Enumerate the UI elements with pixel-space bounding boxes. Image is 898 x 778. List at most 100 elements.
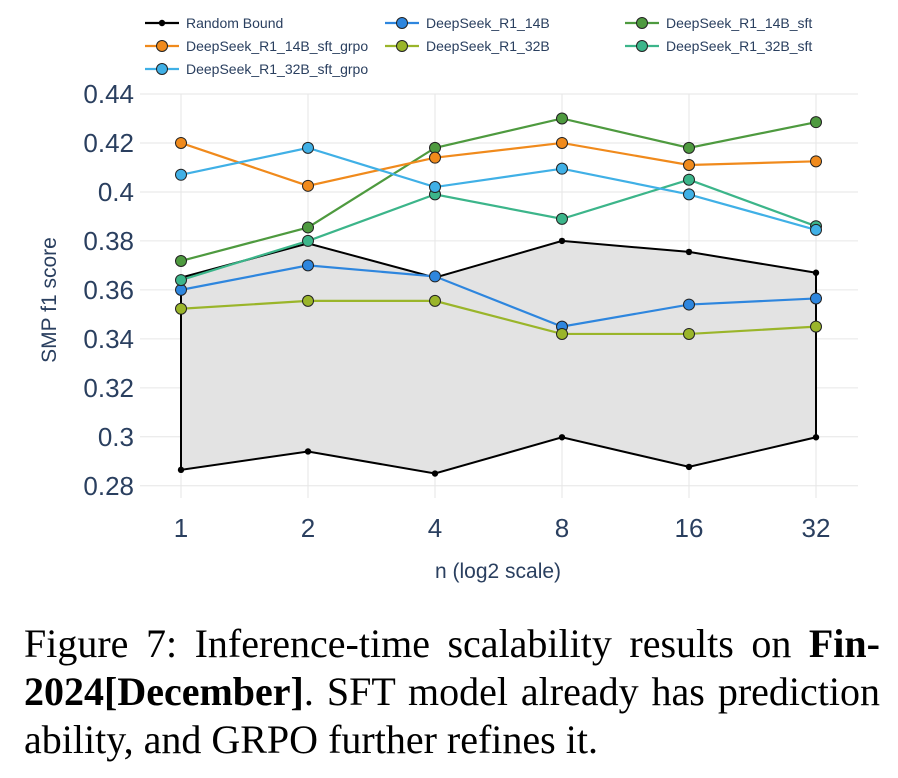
random-bound-upper-point-4	[685, 248, 693, 256]
y-tick-label-6: 0.4	[98, 177, 134, 207]
series-0-point-4	[683, 298, 695, 311]
series-1-point-1	[302, 221, 314, 234]
x-tick-label-4: 16	[675, 513, 704, 543]
series-4-point-0	[175, 274, 187, 287]
series-line-3	[180, 299, 817, 336]
random-bound-area	[180, 239, 817, 475]
series-1-point-4	[683, 141, 695, 154]
series-5-point-0	[175, 168, 187, 181]
caption-prefix: Figure 7: Inference-time scalability res…	[24, 621, 809, 666]
random-bound-lower-point-2	[431, 470, 439, 477]
series-3-point-5	[810, 320, 822, 333]
series-2-point-0	[175, 136, 187, 149]
x-tick-label-3: 8	[555, 513, 569, 543]
legend-swatch-marker-6	[156, 63, 168, 75]
y-tick-label-7: 0.42	[83, 128, 134, 158]
y-axis-title: SMP f1 score	[38, 237, 61, 363]
series-line-1	[180, 117, 817, 263]
y-tick-label-5: 0.38	[83, 226, 134, 256]
series-3-point-3	[556, 327, 568, 340]
series-DeepSeek_R1_14B_sft_grpo	[175, 136, 822, 192]
series-2-point-5	[810, 155, 822, 168]
x-axis-ticks: 1 2 4 8 16 32	[174, 513, 831, 543]
series-4-point-1	[302, 234, 314, 247]
y-tick-label-4: 0.36	[83, 275, 134, 305]
x-axis-title: n (log2 scale)	[435, 560, 561, 583]
y-tick-label-0: 0.28	[83, 471, 134, 501]
series-3-point-1	[302, 294, 314, 307]
series-2-point-3	[556, 136, 568, 149]
series-5-point-5	[810, 223, 822, 236]
series-5-point-3	[556, 162, 568, 175]
legend-swatch-marker-5	[636, 40, 648, 52]
chart-legend: Random Bound DeepSeek_R1_14B DeepSeek_R1_1…	[145, 15, 812, 77]
legend-item-5: DeepSeek_R1_32B_sft	[625, 38, 812, 54]
random-bound-lower-point-4	[685, 463, 693, 471]
series-lines	[175, 112, 822, 340]
legend-swatch-marker-3	[156, 40, 168, 52]
series-5-point-1	[302, 141, 314, 154]
legend-item-2: DeepSeek_R1_14B_sft	[625, 15, 812, 31]
x-tick-label-5: 32	[802, 513, 831, 543]
series-2-point-4	[683, 159, 695, 172]
series-4-point-4	[683, 173, 695, 186]
y-tick-label-3: 0.34	[83, 324, 134, 354]
x-tick-label-0: 1	[174, 513, 188, 543]
series-0-point-5	[810, 292, 822, 305]
random-bound-band	[177, 237, 820, 477]
series-4-point-3	[556, 212, 568, 225]
series-DeepSeek_R1_32B	[175, 294, 822, 340]
y-axis-ticks: 0.28 0.3 0.32 0.34 0.36 0.38 0.4 0.42 0.44	[83, 79, 134, 501]
legend-swatch-marker-1	[396, 17, 408, 29]
y-tick-label-2: 0.32	[83, 373, 134, 403]
series-3-point-4	[683, 327, 695, 340]
legend-swatch-marker-2	[636, 17, 648, 29]
legend-item-4: DeepSeek_R1_32B	[385, 38, 550, 54]
series-1-point-5	[810, 116, 822, 129]
legend-label-1: DeepSeek_R1_14B	[426, 15, 550, 31]
legend-label-6: DeepSeek_R1_32B_sft_grpo	[186, 61, 368, 77]
series-2-point-2	[429, 151, 441, 164]
series-line-0	[180, 264, 817, 328]
legend-label-3: DeepSeek_R1_14B_sft_grpo	[186, 38, 368, 54]
series-1-point-3	[556, 112, 568, 125]
series-line-4	[180, 178, 817, 282]
random-bound-lower-point-5	[812, 434, 820, 441]
legend-item-3: DeepSeek_R1_14B_sft_grpo	[145, 38, 368, 54]
random-bound-lower-point-0	[177, 466, 185, 474]
series-0-point-2	[429, 270, 441, 283]
y-tick-label-8: 0.44	[83, 79, 134, 109]
legend-label-5: DeepSeek_R1_32B_sft	[666, 38, 812, 54]
legend-item-1: DeepSeek_R1_14B	[385, 15, 550, 31]
legend-item-0: Random Bound	[145, 15, 283, 31]
series-5-point-4	[683, 188, 695, 201]
legend-label-4: DeepSeek_R1_32B	[426, 38, 550, 54]
legend-label-0: Random Bound	[186, 15, 283, 31]
caption-suffix: . SFT model already has prediction abili…	[24, 669, 880, 762]
caption-dataset: Fin-2024[December]	[24, 621, 880, 714]
random-bound-lower-point-3	[558, 434, 566, 441]
series-line-5	[180, 146, 817, 231]
legend-swatch-marker-4	[396, 40, 408, 52]
legend-item-6: DeepSeek_R1_32B_sft_grpo	[145, 61, 368, 77]
series-5-point-2	[429, 181, 441, 194]
x-tick-label-1: 2	[301, 513, 315, 543]
series-0-point-1	[302, 259, 314, 272]
series-2-point-1	[302, 179, 314, 192]
series-DeepSeek_R1_32B_sft_grpo	[175, 141, 822, 236]
legend-label-2: DeepSeek_R1_14B_sft	[666, 15, 812, 31]
legend-swatch-marker-0	[158, 19, 166, 27]
random-bound-lower-point-1	[304, 448, 312, 455]
y-tick-label-1: 0.3	[98, 422, 134, 452]
series-3-point-0	[175, 302, 187, 315]
line-chart: Random Bound DeepSeek_R1_14B DeepSeek_R1_1…	[38, 15, 858, 583]
series-DeepSeek_R1_14B	[175, 259, 822, 333]
series-3-point-2	[429, 294, 441, 307]
series-line-2	[180, 141, 817, 187]
random-bound-upper-point-3	[558, 237, 566, 245]
series-1-point-0	[175, 254, 187, 267]
random-bound-upper-point-5	[812, 269, 820, 276]
x-tick-label-2: 4	[428, 513, 442, 543]
figure-caption: Figure 7: Inference-time scalability res…	[24, 620, 880, 764]
series-DeepSeek_R1_14B_sft	[175, 112, 822, 267]
